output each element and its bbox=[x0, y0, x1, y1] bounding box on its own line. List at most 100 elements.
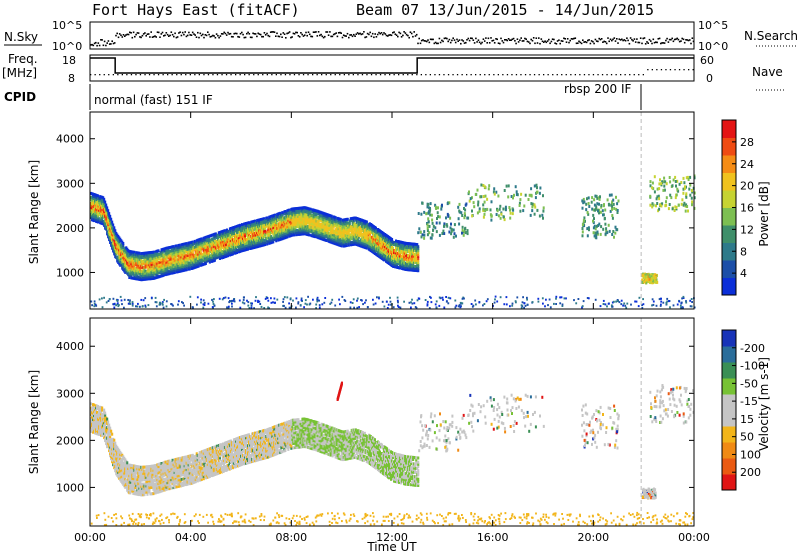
nsky-point bbox=[195, 36, 198, 38]
power-cell bbox=[218, 257, 221, 260]
power-cell bbox=[582, 201, 585, 205]
nsky-point bbox=[106, 42, 108, 44]
nave-point bbox=[588, 74, 590, 76]
power-cell bbox=[512, 208, 515, 212]
power-cell bbox=[531, 209, 534, 213]
nsky-point bbox=[360, 33, 363, 36]
nsky-point bbox=[426, 40, 428, 43]
power-cell bbox=[608, 229, 611, 233]
nave-point bbox=[284, 74, 287, 76]
freq-tick-top: 18 bbox=[62, 54, 76, 67]
nsky-point bbox=[375, 36, 378, 38]
power-cell bbox=[596, 230, 599, 234]
power-cell bbox=[244, 234, 247, 238]
power-cell bbox=[153, 250, 156, 254]
nsky-point bbox=[385, 34, 388, 37]
nsky-point bbox=[651, 42, 653, 45]
power-cell bbox=[642, 273, 645, 277]
power-cell bbox=[112, 245, 115, 249]
nave-point bbox=[94, 74, 96, 76]
nave-point bbox=[629, 74, 631, 76]
power-cell bbox=[127, 257, 130, 261]
power-cell bbox=[344, 226, 347, 230]
nsky-point bbox=[637, 41, 639, 44]
power-cell bbox=[338, 225, 341, 229]
power-cell bbox=[587, 202, 590, 205]
nsky-point bbox=[636, 38, 638, 40]
power-cell bbox=[303, 232, 306, 236]
nsky-point bbox=[607, 37, 609, 39]
power-cell bbox=[248, 221, 251, 225]
nsky-point bbox=[142, 33, 145, 35]
power-cell bbox=[197, 252, 200, 256]
power-cell bbox=[434, 205, 437, 209]
nsky-point bbox=[366, 32, 369, 35]
power-cell bbox=[425, 212, 428, 216]
power-cell bbox=[362, 233, 365, 237]
power-cell bbox=[461, 228, 464, 232]
power-cell bbox=[319, 214, 322, 218]
nsky-point bbox=[329, 31, 331, 33]
power-cell bbox=[383, 239, 386, 242]
power-cell bbox=[402, 249, 405, 253]
nave-point bbox=[352, 74, 354, 76]
nsky-point bbox=[230, 35, 233, 38]
nsky-point bbox=[288, 31, 291, 33]
nave-point bbox=[262, 74, 264, 76]
power-cell bbox=[274, 229, 277, 233]
power-cell bbox=[471, 214, 474, 218]
nave-point bbox=[520, 74, 522, 76]
nsky-point bbox=[358, 33, 360, 35]
power-cell bbox=[418, 227, 421, 231]
nsky-point bbox=[214, 36, 217, 39]
power-cell bbox=[246, 225, 249, 229]
nsky-point bbox=[454, 41, 457, 44]
power-cell bbox=[365, 234, 368, 238]
nsky-point bbox=[409, 31, 412, 33]
nsky-tick-top: 10^5 bbox=[52, 19, 82, 32]
nsky-point bbox=[139, 36, 141, 38]
power-cell bbox=[368, 248, 371, 252]
power-cell bbox=[172, 263, 175, 267]
power-cell bbox=[353, 240, 356, 244]
power-cell bbox=[248, 243, 251, 247]
power-cell bbox=[292, 229, 295, 233]
power-cell bbox=[192, 256, 195, 260]
power-cell bbox=[293, 215, 296, 219]
power-cell bbox=[609, 209, 612, 213]
power-cell bbox=[420, 212, 423, 216]
nsky-point bbox=[463, 42, 466, 44]
power-cell bbox=[97, 196, 100, 200]
nave-point bbox=[325, 74, 327, 76]
power-cell bbox=[358, 234, 361, 238]
power-cell bbox=[173, 271, 176, 274]
power-cell bbox=[416, 243, 419, 247]
nsky-point bbox=[577, 42, 579, 44]
power-cell bbox=[411, 246, 414, 250]
power-cell bbox=[189, 253, 192, 257]
power-cell bbox=[490, 218, 493, 222]
power-cell bbox=[232, 226, 235, 229]
nave-point bbox=[99, 74, 101, 76]
power-cell bbox=[295, 217, 298, 221]
nsky-point bbox=[627, 39, 629, 42]
nave-point bbox=[162, 74, 164, 76]
power-cell bbox=[338, 231, 341, 235]
power-cell bbox=[154, 272, 157, 276]
power-cell bbox=[323, 232, 326, 236]
nave-point bbox=[194, 74, 196, 76]
power-cell bbox=[136, 267, 139, 271]
power-cell bbox=[202, 248, 205, 252]
nsky-point bbox=[437, 42, 439, 45]
power-cell bbox=[302, 216, 305, 220]
nsky-point bbox=[122, 34, 125, 36]
power-cell bbox=[290, 215, 293, 219]
nsky-point bbox=[617, 42, 619, 44]
power-cell bbox=[364, 222, 367, 226]
power-cell bbox=[338, 227, 341, 231]
power-cell bbox=[227, 245, 230, 249]
nsky-point bbox=[541, 40, 544, 43]
power-cell bbox=[599, 195, 601, 199]
power-cell bbox=[232, 248, 235, 251]
power-cell bbox=[357, 235, 360, 239]
